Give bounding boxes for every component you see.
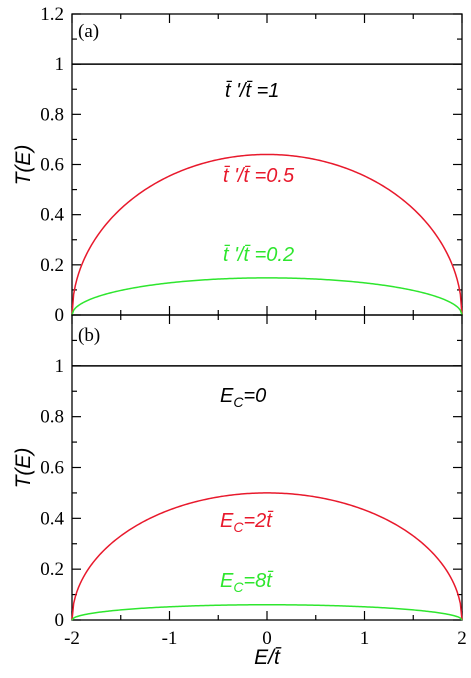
panel-a-y-tick-label: 1	[55, 54, 65, 75]
panel-b-x-axis-title: E/t̄	[254, 646, 281, 669]
panel-a-y-tick-label: 0.4	[40, 205, 64, 226]
panel-b-x-tick-label: -1	[162, 628, 178, 649]
annotation-a-black: t̄ '/t̄ =1	[225, 80, 279, 102]
panel-b-y-tick-label: 0.2	[40, 559, 64, 580]
panel-b: 0 0.2 0.4 0.6 0.8 1 -2 -1 0 1 2 (b) T(E) E/t̄ EC=0…	[12, 314, 467, 669]
annotation-a-red: t̄ '/t̄ =0.5	[223, 165, 295, 187]
panel-b-y-tick-label: 0	[55, 610, 65, 631]
annotation-b-black: EC=0	[220, 385, 266, 410]
panel-b-x-tick-label: -2	[64, 628, 80, 649]
panel-a-curves	[71, 63, 463, 316]
panel-b-y-tick-label: 0.8	[40, 407, 64, 428]
panel-b-y-tick-label: 0.4	[40, 508, 64, 529]
panel-b-series-1-line	[71, 492, 463, 621]
panel-a-y-tick-label: 1.2	[40, 4, 64, 25]
panel-b-x-tick-label: 2	[457, 628, 467, 649]
panel-b-y-tick-label: 1	[55, 356, 65, 377]
annotation-b-green: EC=8t̄	[220, 570, 274, 595]
panel-b-y-tick-label: 0.6	[40, 458, 64, 479]
panel-b-series-2-line	[71, 604, 463, 621]
annotation-b-red: EC=2t̄	[220, 510, 274, 535]
panel-b-curves	[71, 365, 463, 621]
panel-a-y-tick-label: 0.2	[40, 255, 64, 276]
panel-a-ticks: 0 0.2 0.4 0.6 0.8 1 1.2	[40, 4, 463, 326]
panel-a-series-2-line	[71, 277, 463, 316]
annotation-a-green: t̄ '/t̄ =0.2	[223, 244, 294, 266]
panel-a-y-tick-label: 0.6	[40, 155, 64, 176]
panel-a-y-tick-label: 0.8	[40, 104, 64, 125]
panel-b-y-axis-title: T(E)	[12, 448, 35, 489]
panel-b-x-tick-label: 1	[360, 628, 370, 649]
panel-a-y-axis-title: T(E)	[12, 145, 35, 186]
panel-b-label: (b)	[78, 325, 100, 346]
panel-a-label: (a)	[78, 21, 99, 42]
panel-a-y-tick-label: 0	[55, 305, 65, 326]
panel-a: 0 0.2 0.4 0.6 0.8 1 1.2 (a) T(E) t̄ '/t̄ =1 t̄…	[12, 4, 463, 326]
panel-a-series-1-line	[71, 153, 463, 316]
panel-b-ticks: 0 0.2 0.4 0.6 0.8 1 -2 -1 0 1 2	[40, 315, 467, 649]
panel-b-x-tick-label: 0	[262, 628, 272, 649]
